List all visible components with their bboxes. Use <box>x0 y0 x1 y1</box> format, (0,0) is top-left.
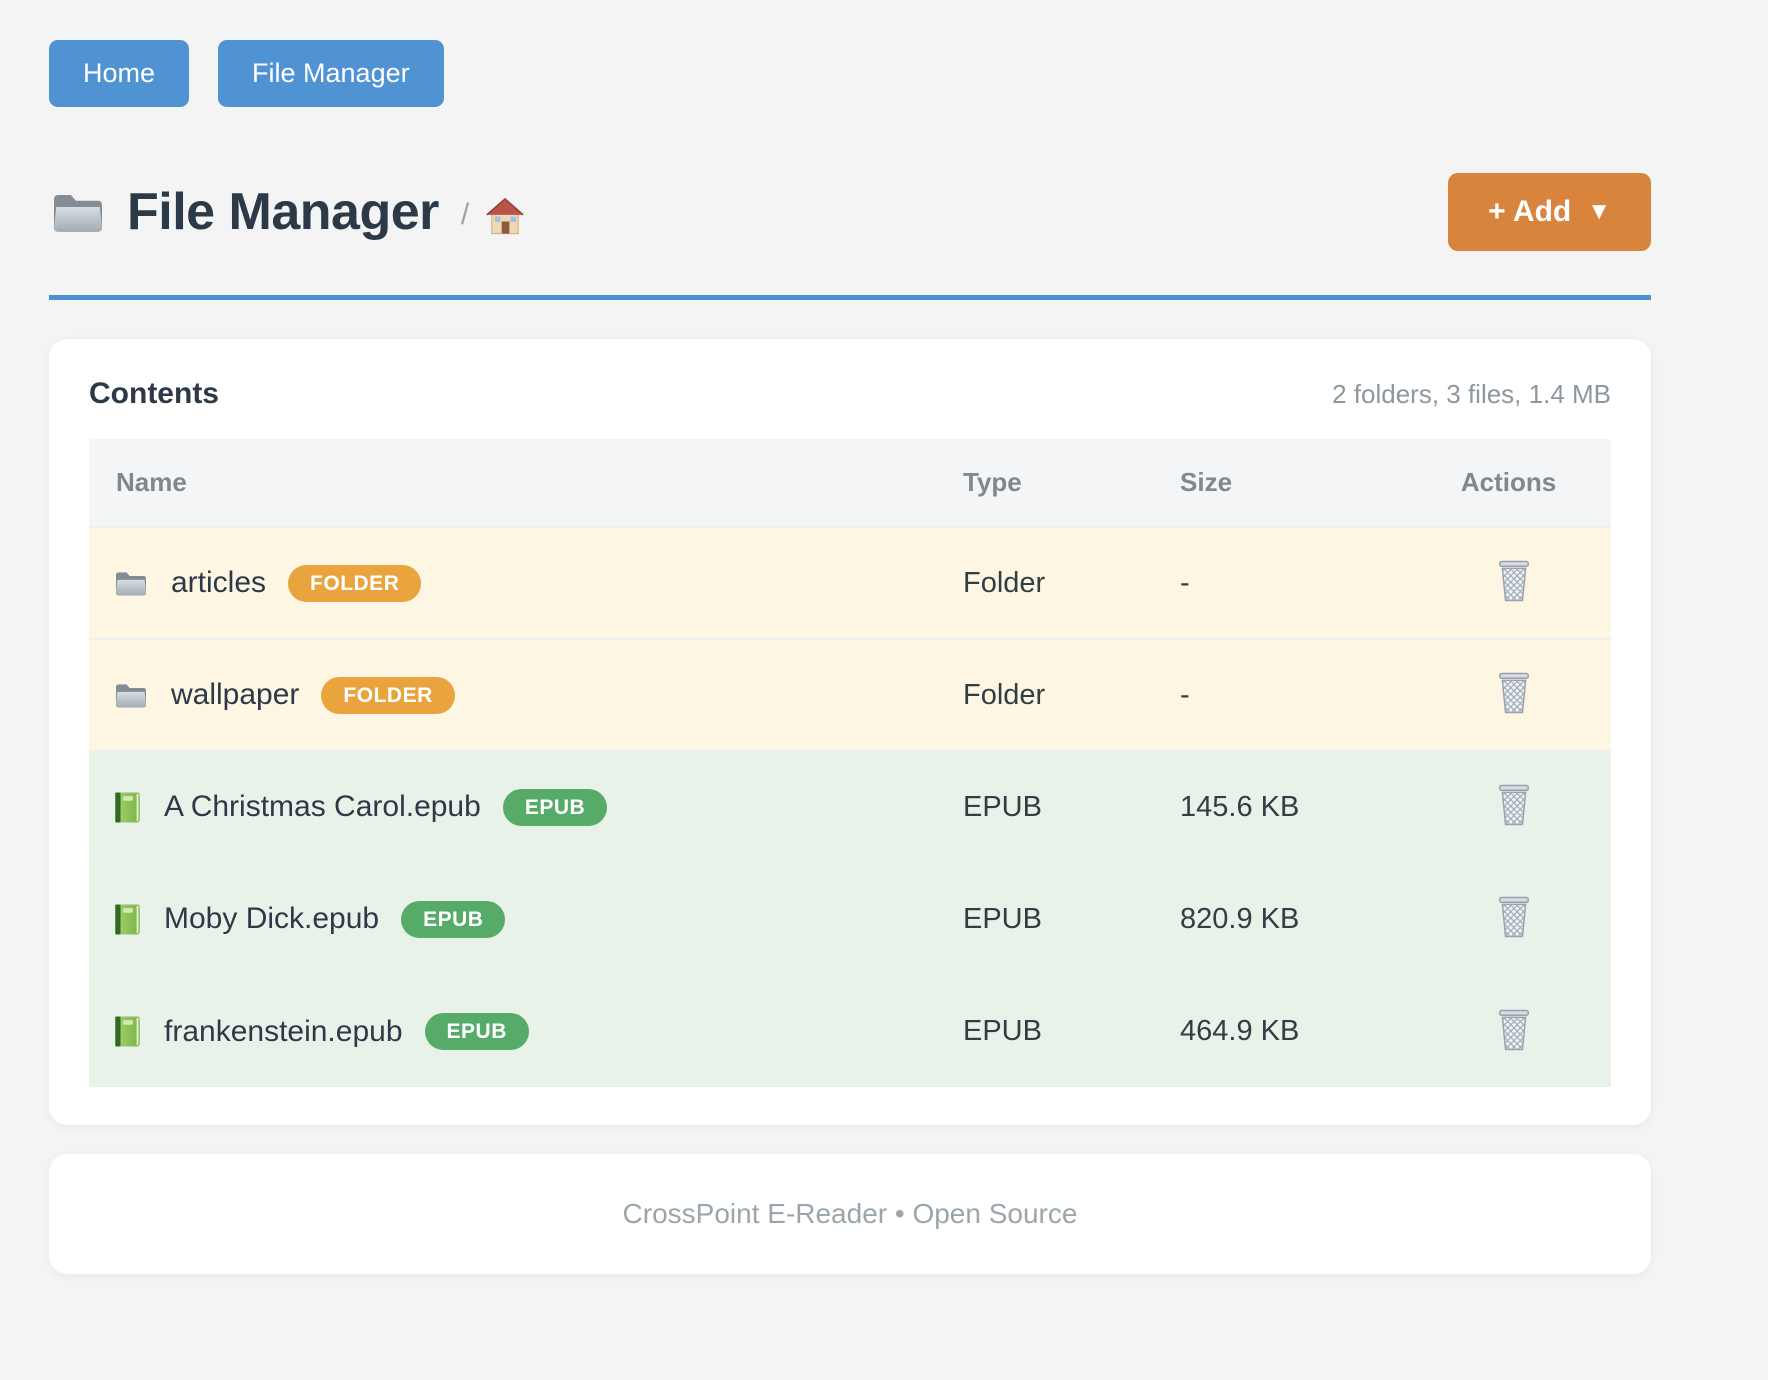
type-badge: EPUB <box>425 1013 529 1050</box>
wastebasket-icon <box>1495 559 1533 603</box>
table-row[interactable]: A Christmas Carol.epub EPUB EPUB 145.6 K… <box>89 751 1611 863</box>
wastebasket-icon <box>1495 783 1533 827</box>
contents-card: Contents 2 folders, 3 files, 1.4 MB Name… <box>49 339 1651 1125</box>
wastebasket-icon <box>1495 895 1533 939</box>
size-cell: - <box>1180 527 1416 639</box>
green-book-icon <box>113 1014 142 1049</box>
type-cell: EPUB <box>963 975 1180 1087</box>
file-name: frankenstein.epub <box>164 1015 403 1049</box>
breadcrumb-home-link[interactable] <box>483 196 527 236</box>
footer-text: CrossPoint E-Reader • Open Source <box>623 1198 1078 1229</box>
contents-heading: Contents <box>89 377 219 411</box>
footer-card: CrossPoint E-Reader • Open Source <box>49 1154 1651 1274</box>
column-header-actions: Actions <box>1416 439 1611 527</box>
top-nav: Home File Manager <box>49 40 1651 107</box>
name-cell: wallpaper FOLDER <box>89 639 963 751</box>
table-row[interactable]: Moby Dick.epub EPUB EPUB 820.9 KB <box>89 863 1611 975</box>
title-group: File Manager / <box>49 182 527 242</box>
green-book-icon <box>113 790 142 825</box>
file-name: A Christmas Carol.epub <box>164 790 481 824</box>
table-row[interactable]: wallpaper FOLDER Folder - <box>89 639 1611 751</box>
wastebasket-icon <box>1495 1008 1533 1052</box>
name-cell: articles FOLDER <box>89 527 963 639</box>
page-title: File Manager <box>127 182 439 242</box>
table-row[interactable]: frankenstein.epub EPUB EPUB 464.9 KB <box>89 975 1611 1087</box>
type-cell: Folder <box>963 527 1180 639</box>
type-badge: EPUB <box>503 789 607 826</box>
size-cell: - <box>1180 639 1416 751</box>
type-badge: EPUB <box>401 901 505 938</box>
delete-button[interactable] <box>1491 667 1537 719</box>
breadcrumb-separator: / <box>461 198 469 232</box>
page-header: File Manager / + Add ▼ <box>49 173 1651 251</box>
delete-button[interactable] <box>1491 1004 1537 1056</box>
name-cell: frankenstein.epub EPUB <box>89 975 963 1087</box>
size-cell: 145.6 KB <box>1180 751 1416 863</box>
actions-cell <box>1416 751 1611 863</box>
folder-icon <box>113 568 149 598</box>
green-book-icon <box>113 902 142 937</box>
table-row[interactable]: articles FOLDER Folder - <box>89 527 1611 639</box>
type-badge: FOLDER <box>321 677 454 714</box>
files-table: Name Type Size Actions articles FOLDER <box>89 439 1611 1087</box>
chevron-down-icon: ▼ <box>1587 200 1611 224</box>
delete-button[interactable] <box>1491 891 1537 943</box>
column-header-name: Name <box>89 439 963 527</box>
type-cell: Folder <box>963 639 1180 751</box>
column-header-type: Type <box>963 439 1180 527</box>
add-button[interactable]: + Add ▼ <box>1448 173 1651 251</box>
delete-button[interactable] <box>1491 779 1537 831</box>
file-name: Moby Dick.epub <box>164 902 379 936</box>
actions-cell <box>1416 527 1611 639</box>
folder-icon <box>113 680 149 710</box>
delete-button[interactable] <box>1491 555 1537 607</box>
files-table-header: Name Type Size Actions <box>89 439 1611 527</box>
size-cell: 464.9 KB <box>1180 975 1416 1087</box>
file-manager-nav-button[interactable]: File Manager <box>218 40 444 107</box>
name-cell: A Christmas Carol.epub EPUB <box>89 751 963 863</box>
file-name: wallpaper <box>171 678 299 712</box>
size-cell: 820.9 KB <box>1180 863 1416 975</box>
actions-cell <box>1416 639 1611 751</box>
header-divider <box>49 295 1651 300</box>
column-header-size: Size <box>1180 439 1416 527</box>
folder-icon <box>49 188 107 236</box>
file-name: articles <box>171 566 266 600</box>
contents-table-body: articles FOLDER Folder - <box>89 527 1611 1087</box>
type-cell: EPUB <box>963 751 1180 863</box>
contents-card-header: Contents 2 folders, 3 files, 1.4 MB <box>89 377 1611 411</box>
actions-cell <box>1416 863 1611 975</box>
home-nav-button[interactable]: Home <box>49 40 189 107</box>
wastebasket-icon <box>1495 671 1533 715</box>
contents-summary: 2 folders, 3 files, 1.4 MB <box>1332 379 1611 410</box>
type-cell: EPUB <box>963 863 1180 975</box>
type-badge: FOLDER <box>288 565 421 602</box>
actions-cell <box>1416 975 1611 1087</box>
file-manager-page: Home File Manager File Manager / <box>0 0 1768 1274</box>
house-icon <box>483 196 527 236</box>
add-button-label: + Add <box>1488 197 1571 227</box>
name-cell: Moby Dick.epub EPUB <box>89 863 963 975</box>
